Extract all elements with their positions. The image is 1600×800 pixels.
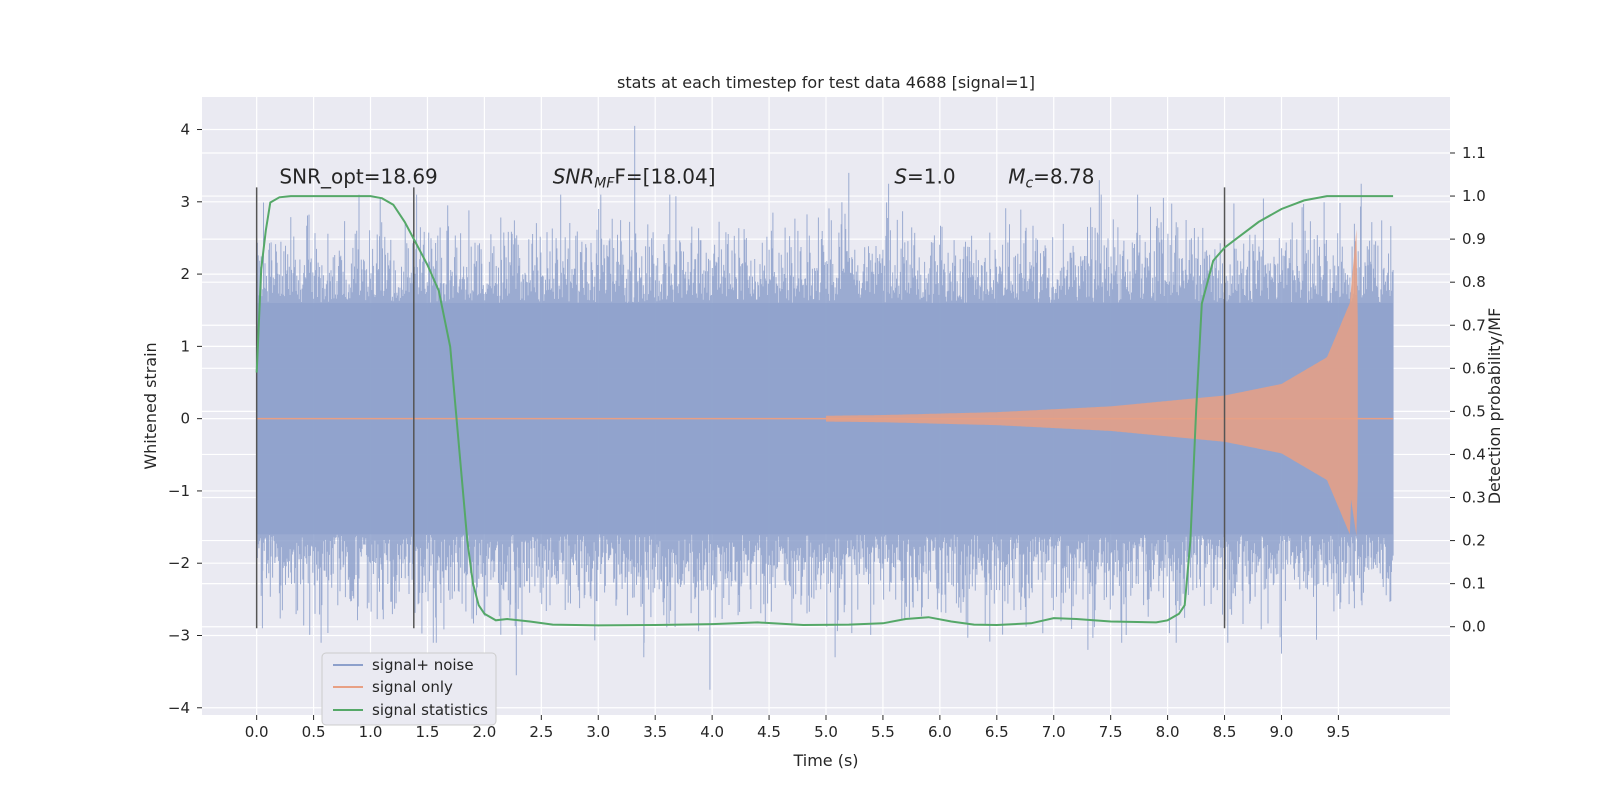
y2-tick-label: 0.2	[1462, 532, 1486, 550]
x-axis-title: Time (s)	[792, 751, 858, 770]
y-tick-label: 4	[180, 121, 190, 139]
y2-tick-label: 0.6	[1462, 359, 1486, 377]
y2-tick-label: 0.0	[1462, 618, 1486, 636]
x-tick-label: 4.5	[757, 723, 781, 741]
x-tick-label: 1.0	[359, 723, 383, 741]
x-tick-label: 2.0	[472, 723, 496, 741]
x-tick-label: 9.5	[1326, 723, 1350, 741]
chart-title: stats at each timestep for test data 468…	[617, 73, 1035, 92]
legend-label-signal-statistics: signal statistics	[372, 701, 488, 719]
y-tick-label: −3	[168, 626, 190, 644]
annotation-2-rest: =1.0	[907, 164, 956, 188]
annotation-1-base: SNR	[553, 164, 595, 188]
x-tick-label: 3.0	[586, 723, 610, 741]
legend-box	[321, 652, 497, 726]
vertical-markers	[255, 187, 1226, 629]
annotation-1: SNRMFF=[18.04]	[553, 164, 716, 191]
y2-tick-label: 0.3	[1462, 489, 1486, 507]
y-tick-label: −1	[168, 482, 190, 500]
annotations: SNR_opt=18.69 SNRMFF=[18.04] S=1.0 Mc=8.78	[279, 164, 1094, 191]
x-tick-label: 7.0	[1042, 723, 1066, 741]
x-tick-label: 8.5	[1213, 723, 1237, 741]
x-tick-label: 1.5	[416, 723, 440, 741]
annotation-3-sub: c	[1025, 175, 1033, 191]
signal-statistics-line	[255, 195, 1394, 627]
annotation-2-base: S	[894, 164, 907, 188]
x-tick-label: 5.5	[871, 723, 895, 741]
annotation-3: Mc=8.78	[1008, 164, 1094, 191]
legend: signal+ noise signal only signal statist…	[321, 652, 497, 726]
x-tick-label: 7.5	[1099, 723, 1123, 741]
annotation-3-rest: =8.78	[1033, 164, 1094, 188]
y-tick-label: 3	[180, 193, 190, 211]
y2-tick-label: 0.1	[1462, 575, 1486, 593]
legend-label-signal-noise: signal+ noise	[372, 656, 474, 674]
ticks: 0.0 0.5 1.0 1.5 2.0 2.5 3.0 3.5 4.0 4.5 5.0 5.5 6.0 6…	[168, 121, 1486, 741]
x-tick-label: 0.5	[302, 723, 326, 741]
x-tick-label: 8.0	[1156, 723, 1180, 741]
y-tick-label: −2	[168, 554, 190, 572]
annotation-2: S=1.0	[894, 164, 955, 188]
annotation-1-rest: F=[18.04]	[614, 164, 715, 188]
y-tick-label: −4	[168, 699, 190, 717]
y2-tick-label: 0.9	[1462, 230, 1486, 248]
y2-tick-label: 0.4	[1462, 445, 1486, 463]
y-tick-label: 2	[180, 265, 190, 283]
y2-tick-label: 0.5	[1462, 402, 1486, 420]
x-tick-label: 0.0	[245, 723, 269, 741]
legend-label-signal-only: signal only	[372, 678, 453, 696]
x-tick-label: 9.0	[1270, 723, 1294, 741]
y2-tick-label: 0.8	[1462, 273, 1486, 291]
y2-tick-label: 0.7	[1462, 316, 1486, 334]
x-tick-label: 6.0	[928, 723, 952, 741]
y2-tick-label: 1.1	[1462, 144, 1486, 162]
series-signal-statistics	[255, 195, 1394, 627]
series-signal-only	[256, 229, 1394, 537]
y-tick-label: 1	[180, 337, 190, 355]
annotation-3-base: M	[1008, 164, 1025, 188]
annotation-1-sub: MF	[594, 175, 615, 191]
y2-axis-title: Detection probability/MF	[1485, 308, 1504, 505]
y-tick-label: 0	[180, 410, 190, 428]
annotation-0: SNR_opt=18.69	[279, 164, 437, 188]
x-tick-label: 6.5	[985, 723, 1009, 741]
x-tick-label: 2.5	[529, 723, 553, 741]
y2-tick-label: 1.0	[1462, 187, 1486, 205]
y-axis-title: Whitened strain	[141, 342, 160, 469]
x-tick-label: 3.5	[643, 723, 667, 741]
x-tick-label: 5.0	[814, 723, 838, 741]
x-tick-label: 4.0	[700, 723, 724, 741]
